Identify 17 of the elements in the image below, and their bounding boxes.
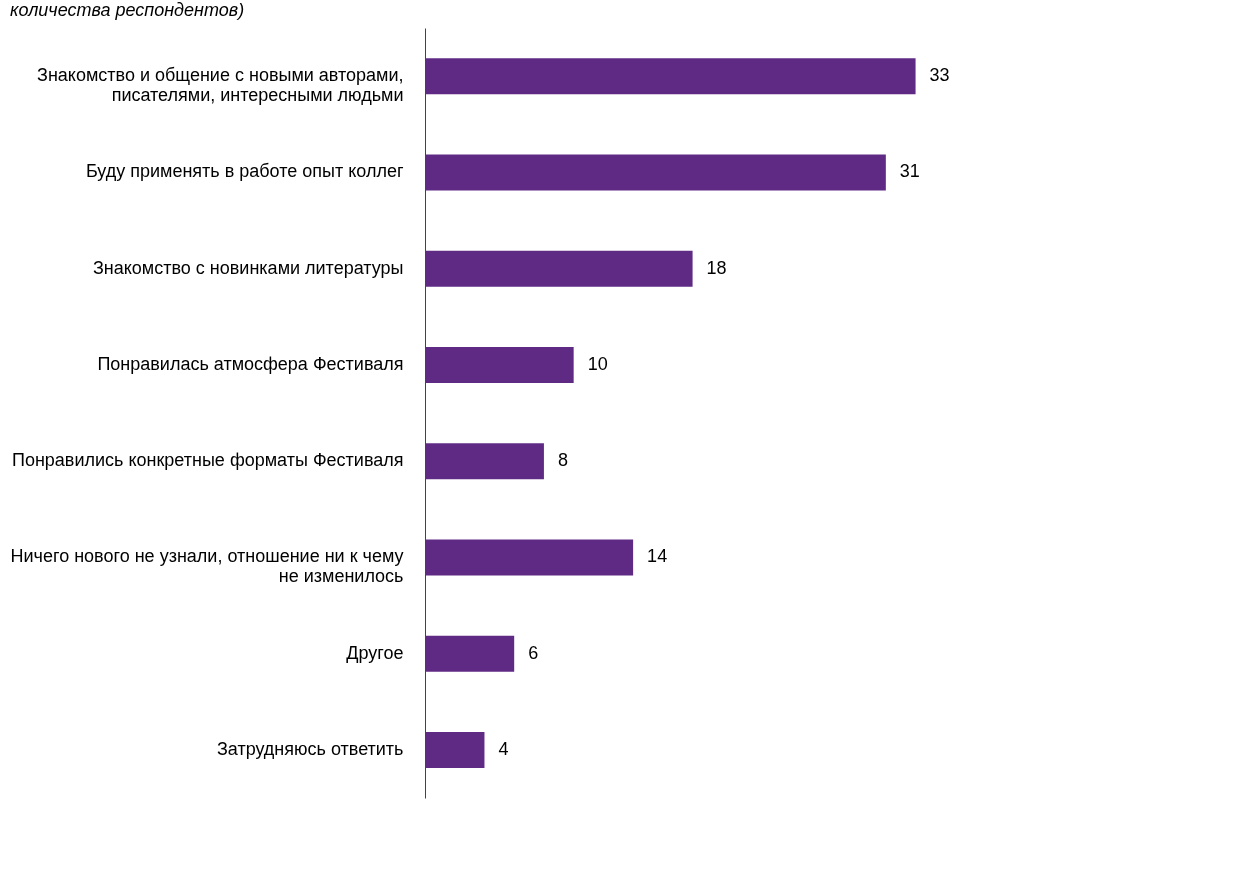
data-label: 33	[929, 65, 950, 86]
y-tick-label: Другое	[346, 642, 404, 663]
y-tick-label: Затрудняюсь ответить	[216, 738, 404, 759]
y-tick-label: Буду применять в работе опыт коллег	[85, 161, 404, 182]
y-tick-label: Понравились конкретные форматы Фестиваля	[11, 450, 404, 471]
data-label: 4	[498, 738, 509, 759]
data-label: 6	[528, 642, 539, 663]
data-label: 8	[557, 450, 568, 471]
y-tick-label: Знакомство с новинками литературы	[92, 257, 404, 278]
data-label: 18	[706, 257, 727, 278]
text: количества респондентов)	[10, 0, 245, 20]
y-tick-label: Понравилась атмосфера Фестиваля	[97, 353, 404, 374]
data-label: 14	[647, 546, 668, 567]
data-label: 31	[899, 161, 920, 182]
y-tick-label: Ничего нового не узнали, отношение ни к чему не изменилось	[10, 546, 404, 587]
y-tick-label: Знакомство и общение с новыми авторами, писателями, интересными людьми	[37, 65, 404, 106]
data-label: 10	[587, 353, 608, 374]
